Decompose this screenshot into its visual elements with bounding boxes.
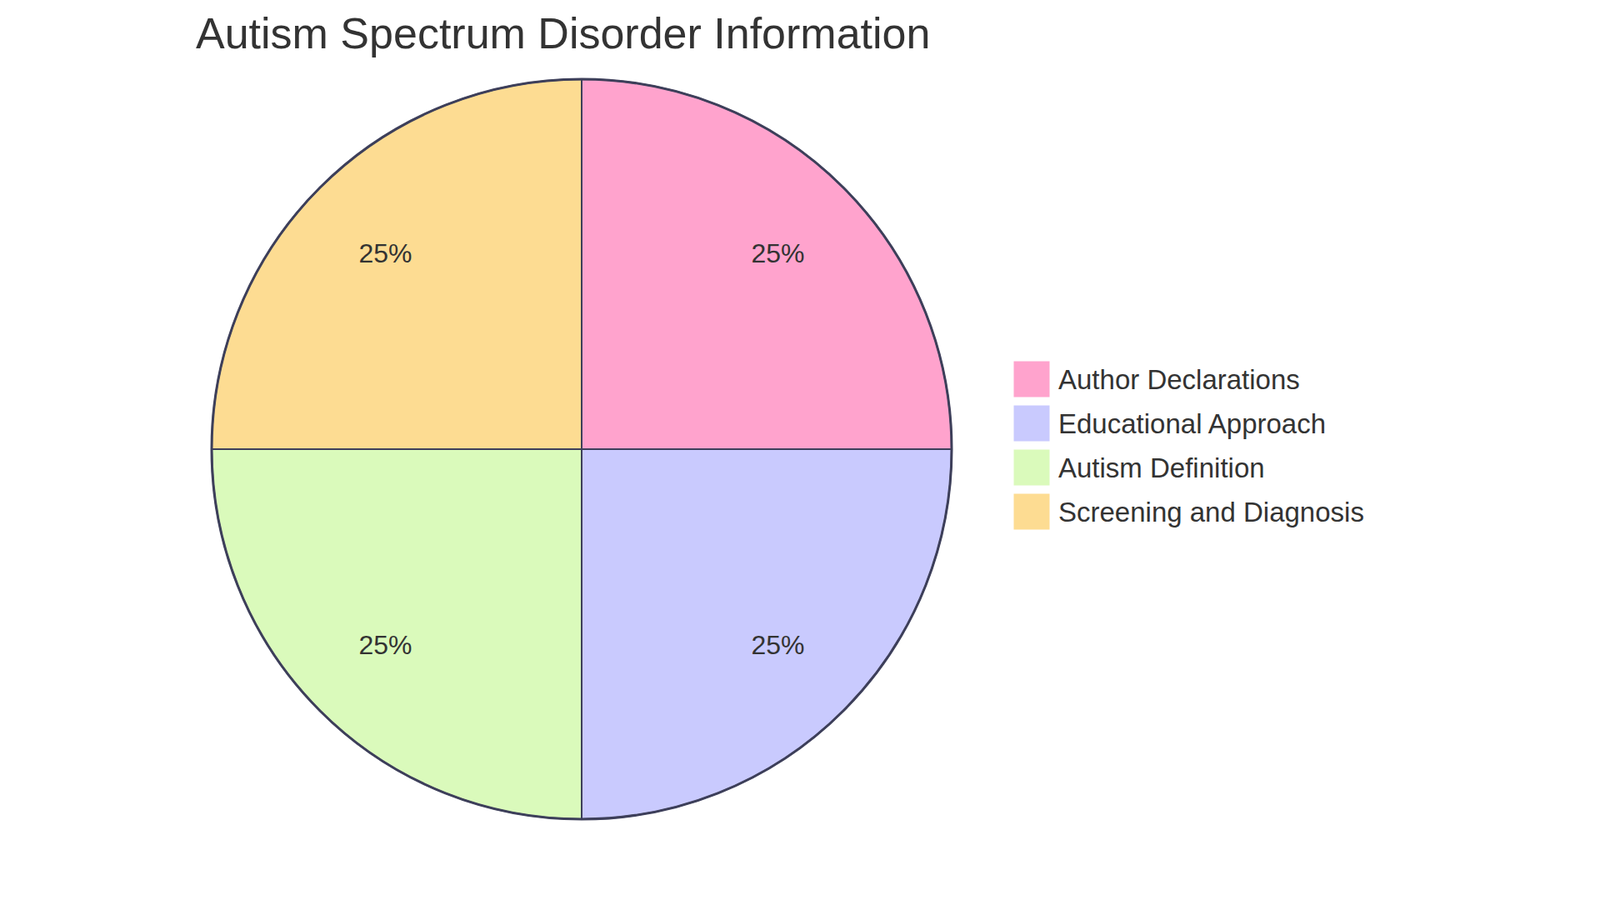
data-label: 25% xyxy=(359,630,413,660)
legend-swatch xyxy=(1013,360,1050,398)
chart-title: Autism Spectrum Disorder Information xyxy=(195,9,930,58)
data-label: 25% xyxy=(359,238,413,269)
pie-slice xyxy=(211,449,582,820)
legend-swatch xyxy=(1013,405,1050,442)
legend-label: Screening and Diagnosis xyxy=(1058,496,1365,528)
pie-outline xyxy=(211,79,952,820)
data-label: 25% xyxy=(750,238,805,269)
chart-svg: Autism Spectrum Disorder Information25%2… xyxy=(0,0,1600,900)
slice-labels: 25% 25% 25% 25% xyxy=(359,238,805,661)
legend: Author Declarations Educational Approach A… xyxy=(1013,360,1365,530)
legend-swatch xyxy=(1013,449,1050,486)
data-label: 25% xyxy=(750,630,805,660)
pie-slice xyxy=(581,79,952,450)
chart-root: Autism Spectrum Disorder Information25%2… xyxy=(0,0,1600,900)
legend-label: Autism Definition xyxy=(1058,452,1265,484)
legend-label: Author Declarations xyxy=(1058,364,1300,395)
pie-slice xyxy=(211,79,582,450)
legend-swatch xyxy=(1013,493,1050,530)
legend-label: Educational Approach xyxy=(1058,408,1326,440)
slices xyxy=(211,79,952,820)
pie-slice xyxy=(581,449,952,820)
